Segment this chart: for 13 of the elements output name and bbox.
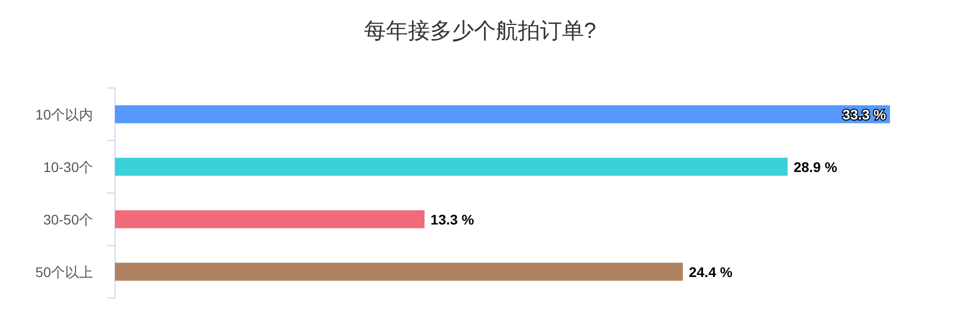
- data-label: 24.4 %: [688, 264, 734, 280]
- y-tick-label: 50个以上: [35, 264, 93, 280]
- data-label: 33.3 %: [842, 106, 887, 122]
- bar: [115, 158, 788, 176]
- data-label: 13.3 %: [430, 211, 475, 228]
- bar: [115, 210, 425, 228]
- y-tick-label: 10-30个: [43, 158, 93, 175]
- bar: [115, 105, 890, 124]
- y-tick-label: 30-50个: [43, 211, 93, 228]
- bar: [115, 262, 683, 281]
- data-label: 28.9 %: [794, 158, 838, 175]
- y-tick-label: 10个以内: [35, 106, 93, 122]
- chart-title: 每年接多少个航拍订单?: [364, 18, 596, 43]
